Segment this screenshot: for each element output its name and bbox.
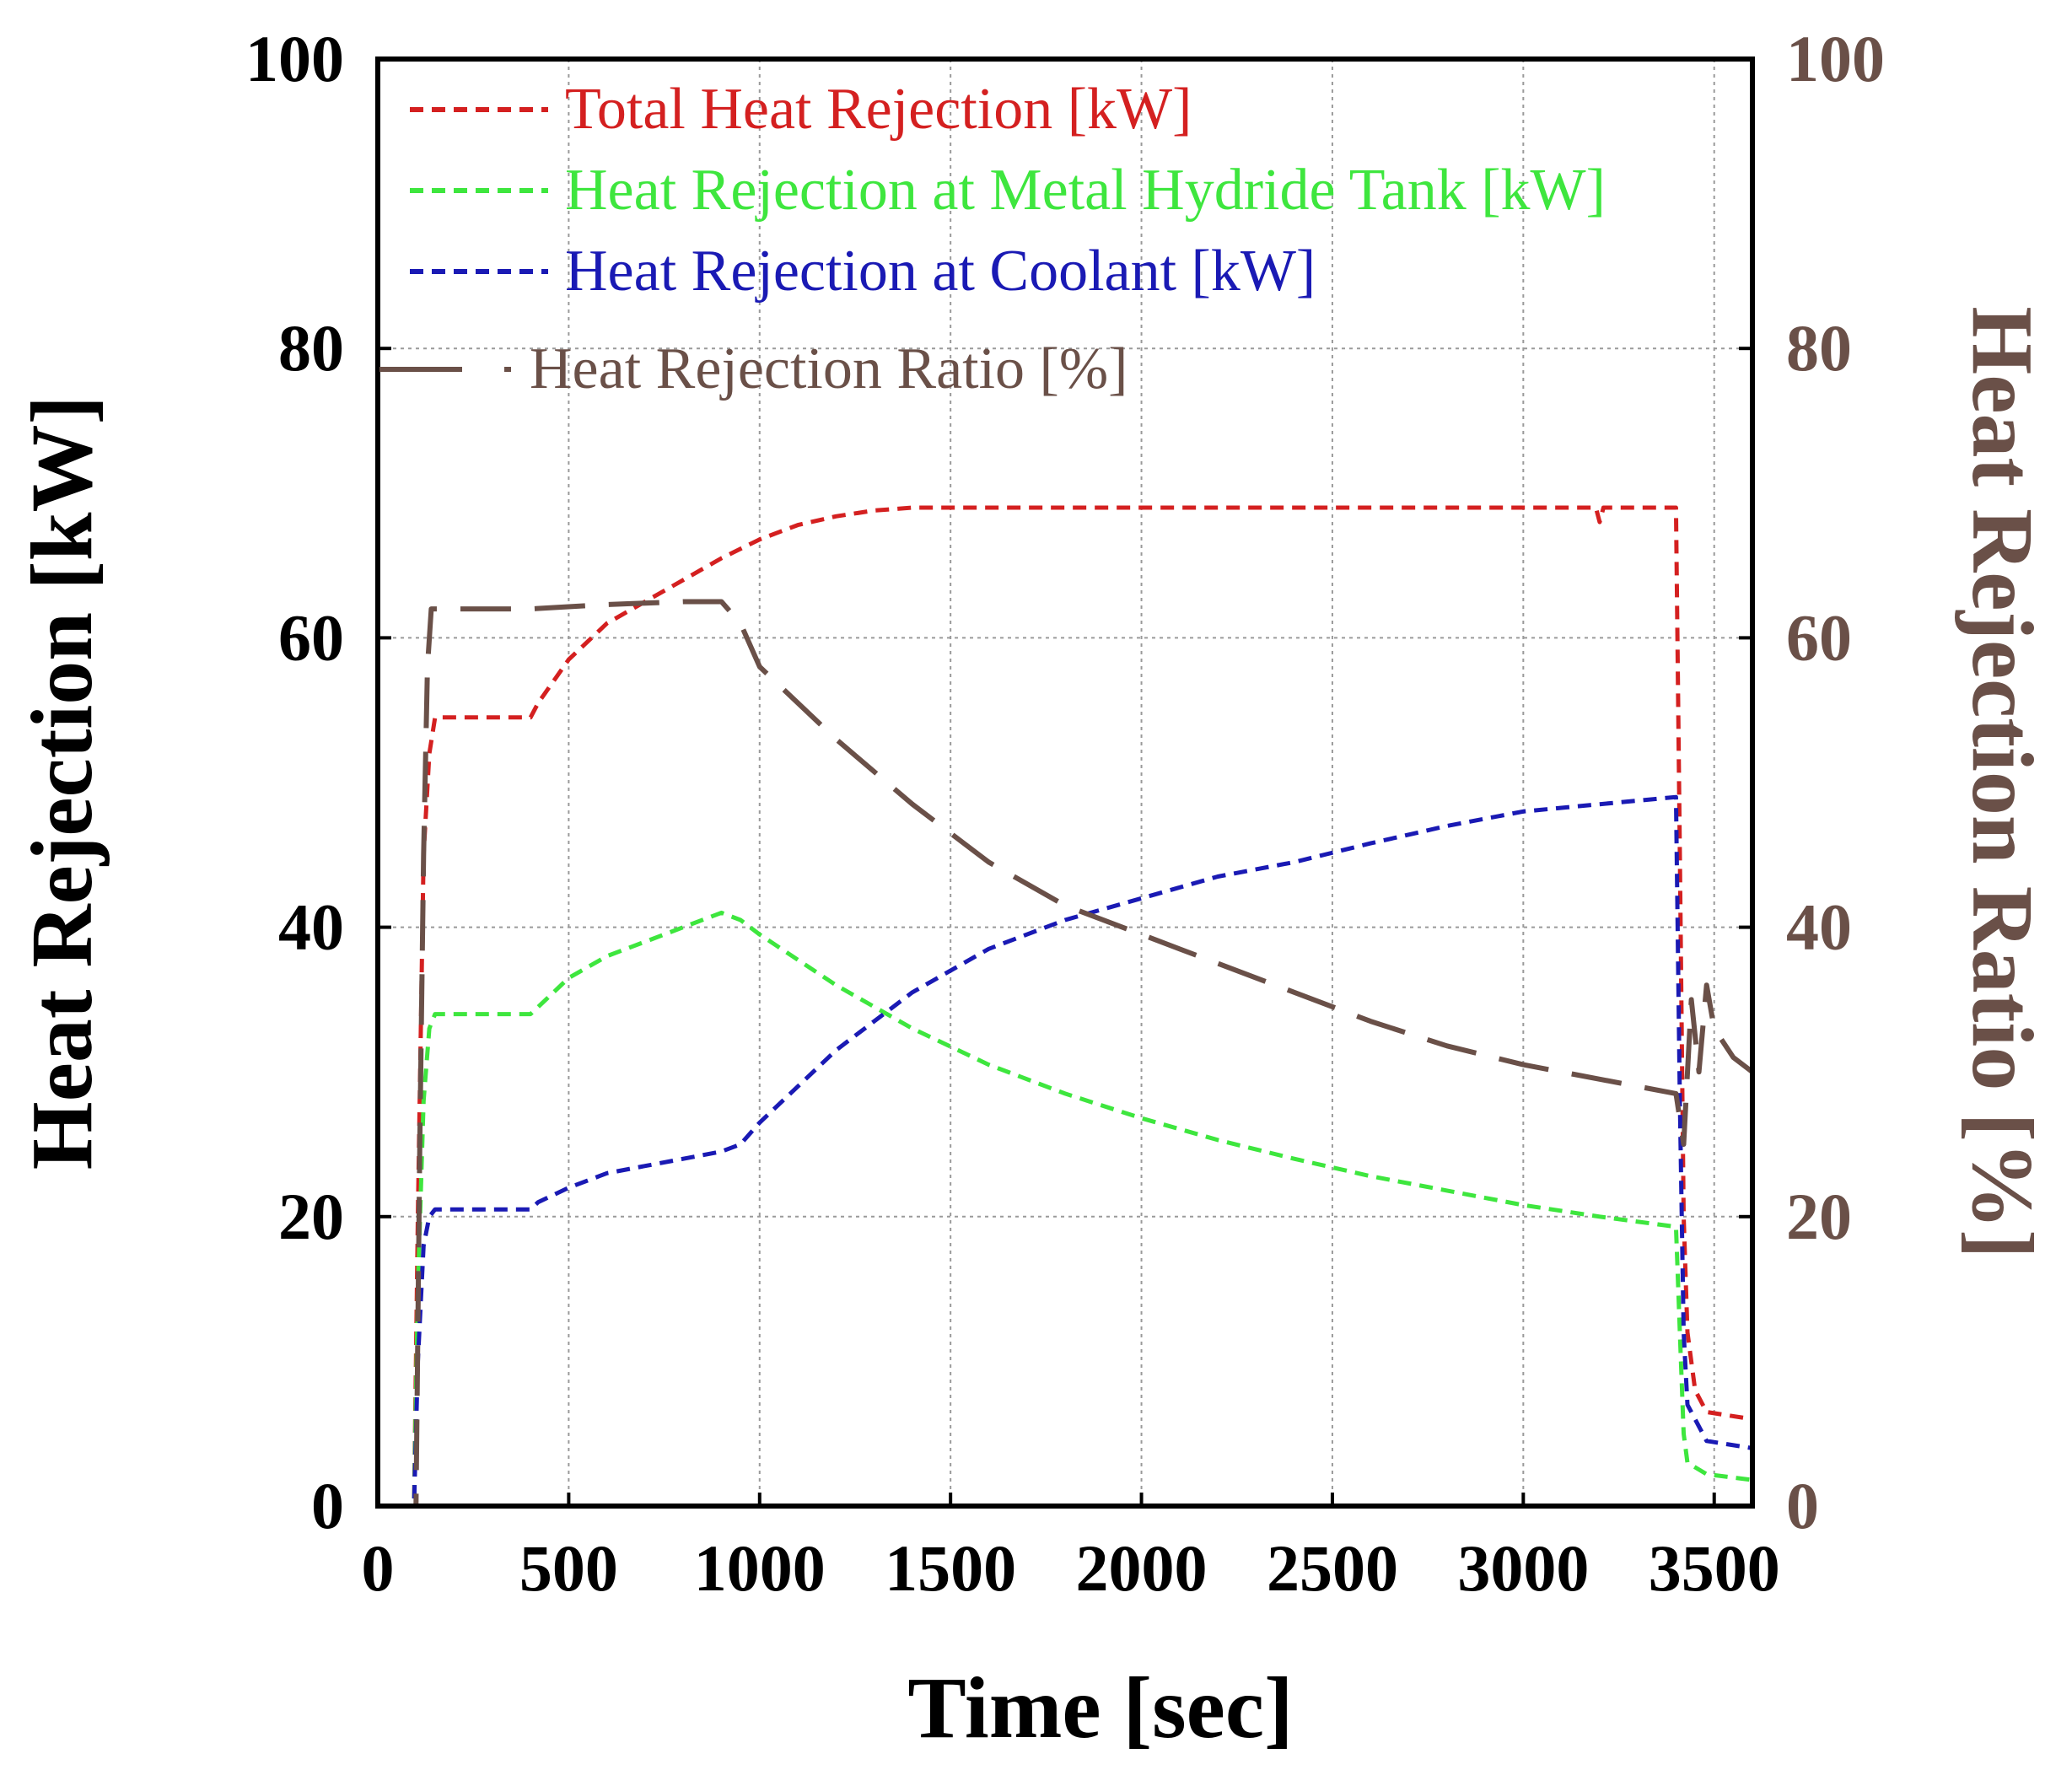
x-tick-label: 2000 xyxy=(1076,1531,1208,1605)
y-tick-label: 60 xyxy=(278,600,344,674)
y2-tick-label: 60 xyxy=(1786,600,1852,674)
legend-label: Total Heat Rejection [kW] xyxy=(565,77,1192,142)
x-tick-label: 3500 xyxy=(1649,1531,1780,1605)
series-heat-rejection-ratio xyxy=(378,599,1754,1509)
legend-label: Heat Rejection at Metal Hydride Tank [kW… xyxy=(565,158,1606,223)
x-tick-label: 0 xyxy=(362,1531,395,1605)
y-tick-label: 80 xyxy=(278,311,344,385)
x-axis-title: Time [sec] xyxy=(907,1660,1293,1756)
legend-label: Heat Rejection Ratio [%] xyxy=(530,336,1127,401)
y2-tick-label: 20 xyxy=(1786,1180,1852,1253)
y2-tick-label: 0 xyxy=(1786,1469,1819,1542)
y-tick-label: 40 xyxy=(278,890,344,964)
legend-label: Heat Rejection at Coolant [kW] xyxy=(565,239,1316,304)
legend: Total Heat Rejection [kW] Heat Rejection … xyxy=(379,77,1606,401)
series-layer xyxy=(378,505,1754,1509)
x-tick-label: 2500 xyxy=(1267,1531,1398,1605)
y2-tick-label: 40 xyxy=(1786,890,1852,964)
ticks-layer: 0 500 1000 1500 2000 2500 3000 3500020406080100… xyxy=(245,22,1885,1605)
y-axis-title: Heat Rejection [kW] xyxy=(13,395,110,1170)
x-tick-label: 500 xyxy=(519,1531,618,1605)
plot-frame xyxy=(375,56,1755,1509)
grid-layer xyxy=(378,59,1752,1506)
y2-axis-title: Heat Rejection Ratio [%] xyxy=(1954,306,2051,1258)
y2-tick-label: 80 xyxy=(1786,311,1852,385)
y-tick-label: 100 xyxy=(245,22,344,95)
x-tick-label: 1500 xyxy=(885,1531,1016,1605)
series-coolant xyxy=(378,794,1753,1509)
x-tick-label: 1000 xyxy=(694,1531,826,1605)
series-total-heat-rejection xyxy=(378,505,1753,1509)
y-tick-label: 0 xyxy=(311,1469,344,1542)
y-tick-label: 20 xyxy=(278,1180,344,1253)
series-metal-hydride-tank xyxy=(378,910,1753,1509)
x-tick-label: 3000 xyxy=(1457,1531,1589,1605)
y2-tick-label: 100 xyxy=(1786,22,1885,95)
